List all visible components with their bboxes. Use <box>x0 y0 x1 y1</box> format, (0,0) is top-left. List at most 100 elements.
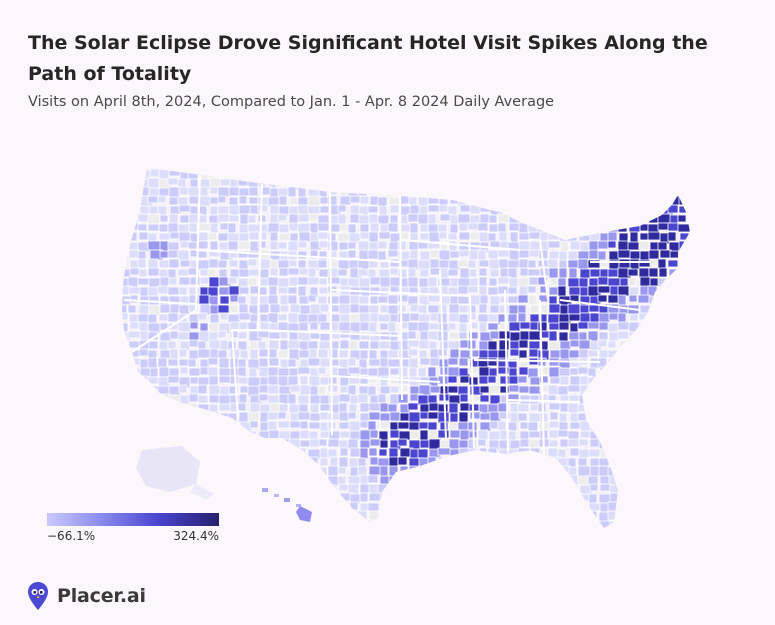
county-cell <box>508 321 521 332</box>
county-cell <box>547 465 561 478</box>
county-cell <box>417 448 429 459</box>
county-cell <box>477 169 491 181</box>
county-cell <box>679 438 690 448</box>
county-cell <box>459 267 471 280</box>
county-cell <box>517 502 530 514</box>
county-cell <box>409 501 424 513</box>
county-cell <box>327 168 338 169</box>
county-cell <box>122 322 129 333</box>
county-cell <box>688 285 690 297</box>
county-cell <box>547 240 561 249</box>
county-cell <box>187 420 198 431</box>
county-cell <box>187 267 198 276</box>
county-cell <box>679 376 689 389</box>
county-cell <box>539 501 554 513</box>
county-cell <box>619 187 634 196</box>
county-cell <box>528 340 541 350</box>
county-cell <box>278 223 290 234</box>
county-cell <box>327 295 341 305</box>
county-cell <box>679 457 690 469</box>
county-cell <box>609 457 619 468</box>
county-cell <box>122 465 129 474</box>
county-cell <box>658 267 668 278</box>
county-cell <box>567 250 579 262</box>
county-cell <box>659 168 671 170</box>
county-cell <box>308 177 319 188</box>
county-cell <box>308 348 318 360</box>
county-cell <box>347 241 357 250</box>
county-cell <box>197 394 209 404</box>
county-cell <box>668 429 679 440</box>
county-cell <box>318 286 329 295</box>
county-cell <box>537 493 548 503</box>
county-cell <box>508 168 519 170</box>
county-cell <box>628 447 642 459</box>
county-cell <box>529 376 541 386</box>
county-cell <box>467 177 481 188</box>
county-cell <box>207 475 221 488</box>
county-cell <box>229 519 242 528</box>
county-cell <box>127 421 139 434</box>
county-cell <box>239 475 251 485</box>
county-cell <box>548 186 561 195</box>
county-cell <box>558 520 569 528</box>
county-cell <box>128 168 143 170</box>
county-cell <box>349 195 361 204</box>
county-cell <box>507 295 519 304</box>
county-cell <box>122 357 133 370</box>
county-cell <box>519 457 530 468</box>
county-cell <box>147 240 162 251</box>
county-cell <box>629 258 641 271</box>
county-cell <box>122 385 133 398</box>
county-cell <box>297 493 310 504</box>
county-cell <box>400 529 409 540</box>
county-cell <box>248 168 260 171</box>
county-cell <box>298 267 310 276</box>
county-cell <box>307 492 320 502</box>
county-cell <box>579 168 592 179</box>
county-cell <box>508 204 518 213</box>
county-cell <box>478 483 492 495</box>
county-cell <box>228 196 239 206</box>
county-cell <box>158 439 170 448</box>
county-cell <box>607 213 621 225</box>
county-cell <box>128 249 140 259</box>
county-cell <box>129 294 139 304</box>
color-legend: −66.1% 324.4% <box>47 513 219 543</box>
county-cell <box>408 178 419 190</box>
county-cell <box>318 438 328 447</box>
county-cell <box>197 340 207 350</box>
county-cell <box>398 366 409 378</box>
county-cell <box>199 412 212 422</box>
county-cell <box>307 267 317 279</box>
county-cell <box>688 339 690 351</box>
county-cell <box>237 366 247 378</box>
county-cell <box>379 178 389 187</box>
county-cell <box>637 393 651 402</box>
county-cell <box>659 195 673 206</box>
county-cell <box>137 277 150 286</box>
county-cell <box>558 465 571 476</box>
county-cell <box>278 403 289 413</box>
county-cell <box>617 385 628 397</box>
county-cell <box>618 403 632 415</box>
county-cell <box>158 366 171 378</box>
county-cell <box>167 358 179 367</box>
county-cell <box>299 474 312 484</box>
county-cell <box>578 438 589 447</box>
county-cell <box>548 303 562 314</box>
county-cell <box>587 510 598 523</box>
county-cell <box>238 286 250 295</box>
county-cell <box>647 448 661 458</box>
county-cell <box>349 321 362 333</box>
county-cell <box>647 456 660 467</box>
county-cell <box>378 340 392 350</box>
county-cell <box>507 267 518 279</box>
county-cell <box>287 186 297 198</box>
county-cell <box>688 168 690 172</box>
county-cell <box>248 231 261 241</box>
county-cell <box>518 177 531 190</box>
county-cell <box>337 178 349 189</box>
county-cell <box>668 393 681 404</box>
state-borders <box>123 171 650 456</box>
